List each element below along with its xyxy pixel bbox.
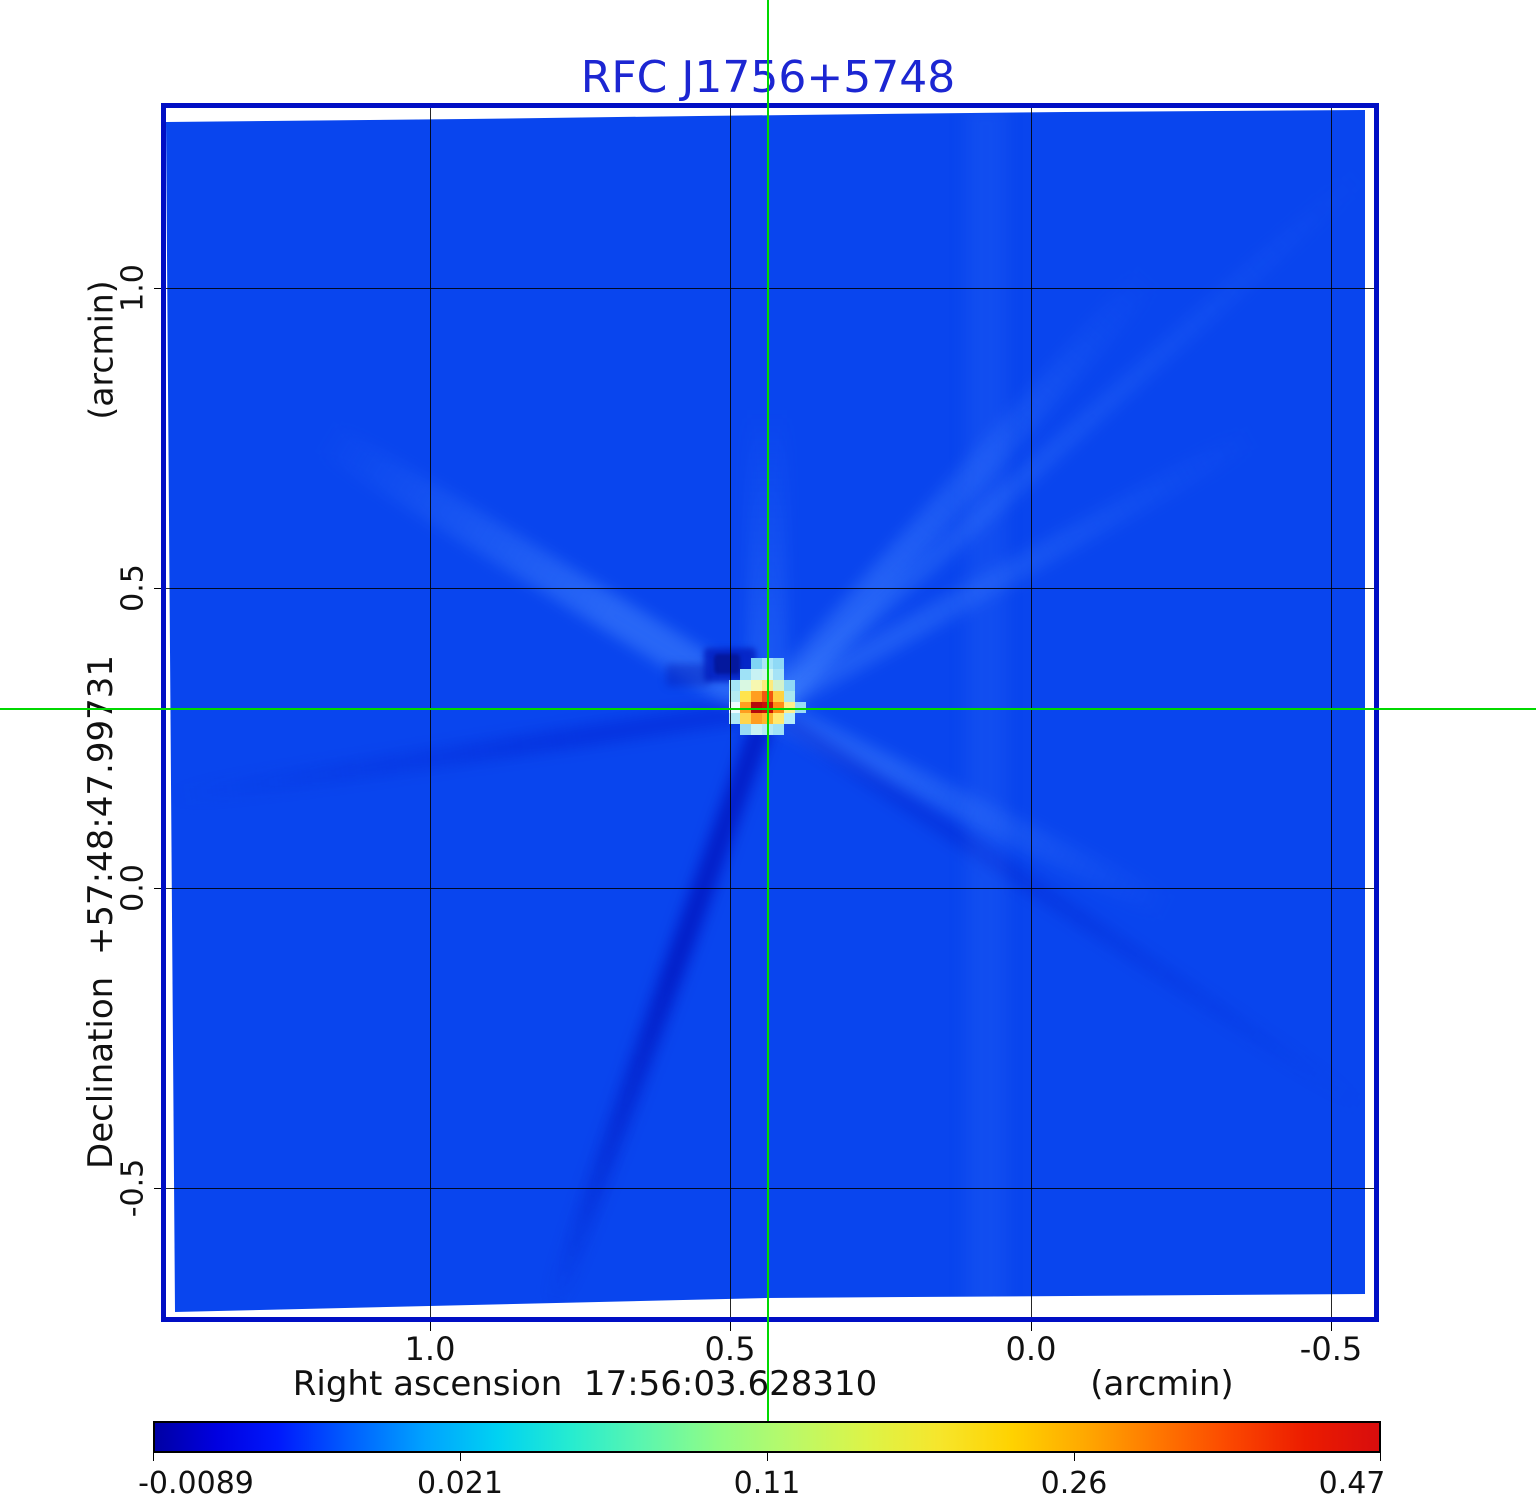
x-tick-mark [1031,1322,1032,1331]
source-pixel [784,702,795,713]
x-tick-mark [430,1322,431,1331]
gridline-y-1.0 [166,288,1374,289]
source-pixel [751,724,762,735]
source-pixel [729,691,740,702]
gridline-x-0.5 [730,108,731,1317]
gridline-x--0.5 [1331,108,1332,1317]
x-axis-label: Right ascension 17:56:03.628310 [292,1364,878,1404]
source-pixel [784,680,795,691]
x-tick-mark [1331,1322,1332,1331]
x-axis-unit-label: (arcmin) [1090,1364,1234,1404]
artifact-streak [166,698,769,809]
y-axis-label: Declination +57:48:47.99731 [81,655,121,1169]
colorbar[interactable] [153,1421,1381,1453]
source-pixel [729,702,740,713]
y-tick-mark [154,1188,161,1189]
source-pixel [784,713,795,724]
gridline-x-1.0 [430,108,431,1317]
source-pixel [773,691,784,702]
colorbar-tick-mark [1074,1453,1075,1461]
colorbar-tick-label: -0.0089 [138,1466,254,1501]
y-tick-label: 0.5 [115,564,151,612]
source-pixel [773,658,784,669]
source-pixel [773,724,784,735]
source-pixel [751,691,762,702]
negative-sidelobe-tail [666,664,710,686]
artifact-streak [546,707,772,1312]
x-tick-label: 1.0 [404,1330,456,1368]
source-pixel [751,713,762,724]
colorbar-tick-label: 0.26 [1040,1466,1108,1501]
source-pixel [773,669,784,680]
y-tick-mark [154,288,161,289]
y-tick-mark [154,888,161,889]
negative-sidelobe-core [714,654,740,674]
artifact-streak [760,166,1365,717]
gridline-y-0.0 [166,888,1374,889]
colorbar-tick-mark [1380,1453,1381,1461]
source-pixel [795,702,806,713]
colorbar-tick-mark [767,1453,768,1461]
source-pixel [740,702,751,713]
colorbar-tick-label: 0.021 [417,1466,503,1501]
y-tick-mark [154,588,161,589]
gridline-y--0.5 [166,1188,1374,1189]
gridline-x-0.0 [1031,108,1032,1317]
x-tick-label: -0.5 [1299,1330,1363,1368]
colorbar-tick-mark [460,1453,461,1461]
artifact-streak [761,424,1262,720]
source-pixel [729,680,740,691]
colorbar-tick-mark [153,1453,154,1461]
source-pixel-grid[interactable] [729,658,806,735]
crosshair-horizontal-line [0,708,1536,710]
source-pixel [740,691,751,702]
source-pixel [729,713,740,724]
source-pixel [773,713,784,724]
gridline-y-0.5 [166,588,1374,589]
x-tick-label: 0.0 [1005,1330,1057,1368]
source-pixel [740,713,751,724]
y-axis-unit-label: (arcmin) [81,280,121,420]
artifact-streak [762,701,1365,1116]
source-pixel [751,669,762,680]
source-pixel [740,724,751,735]
crosshair-vertical-line [767,0,769,1421]
source-pixel [751,680,762,691]
source-pixel [740,669,751,680]
plot-title: RFC J1756+5748 [580,52,956,103]
colorbar-tick-label: 0.11 [733,1466,801,1501]
source-pixel [784,691,795,702]
source-pixel [740,680,751,691]
x-tick-label: 0.5 [704,1330,756,1368]
heatmap-image[interactable] [166,110,1365,1312]
source-pixel [751,702,762,713]
y-tick-label: 1.0 [115,264,151,312]
source-pixel [751,658,762,669]
source-pixel [773,680,784,691]
x-tick-mark [730,1322,731,1331]
source-pixel [773,702,784,713]
colorbar-tick-label: 0.47 [1318,1466,1386,1501]
plot-frame [161,103,1379,1322]
